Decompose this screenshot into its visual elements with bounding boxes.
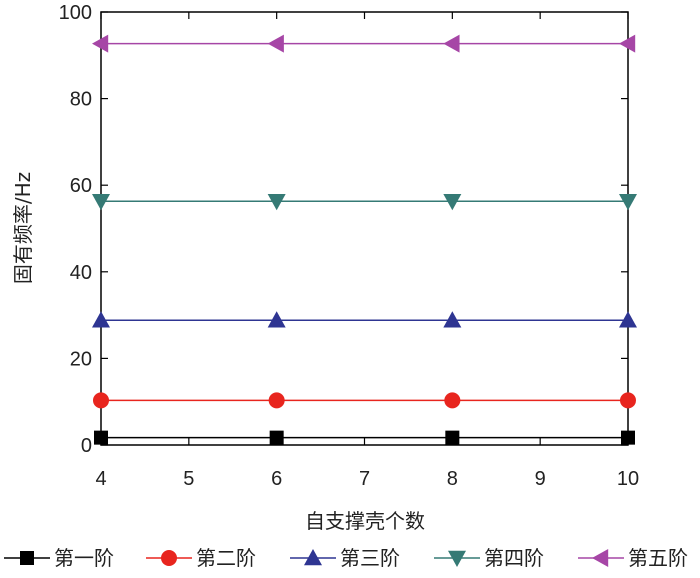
- y-tick-label: 100: [59, 2, 92, 24]
- y-tick-label: 40: [70, 262, 92, 284]
- x-tick-label: 7: [359, 468, 370, 490]
- data-point-3: [443, 311, 462, 328]
- data-point-2: [93, 392, 109, 409]
- y-tick-label: 60: [70, 175, 92, 197]
- legend-label-5: 第五阶: [628, 546, 688, 570]
- plot-frame: [100, 11, 629, 446]
- data-point-3: [92, 311, 110, 328]
- data-point-4: [267, 194, 286, 211]
- x-tick-label: 10: [617, 468, 639, 490]
- data-point-2: [268, 392, 285, 409]
- y-tick-label: 80: [70, 89, 92, 111]
- legend-label-4: 第四阶: [484, 546, 544, 570]
- data-point-2: [444, 392, 461, 409]
- x-tick-label: 6: [271, 468, 282, 490]
- data-point-5: [267, 34, 284, 53]
- data-point-5: [619, 34, 636, 53]
- legend-label-3: 第三阶: [340, 546, 400, 570]
- legend-marker-4: [448, 550, 466, 567]
- x-tick-label: 9: [535, 468, 546, 490]
- legend-marker-2: [161, 550, 177, 566]
- data-point-5: [92, 34, 109, 53]
- y-axis-title: 固有频率/Hz: [11, 172, 35, 284]
- legend-label-2: 第二阶: [196, 546, 256, 570]
- data-point-1: [269, 430, 284, 445]
- y-tick-label: 20: [70, 348, 92, 370]
- y-tick-label: 0: [81, 435, 92, 457]
- data-point-1: [621, 430, 635, 445]
- legend-marker-5: [592, 549, 609, 567]
- data-point-1: [94, 430, 108, 445]
- data-point-2: [620, 392, 636, 409]
- data-point-4: [619, 194, 637, 211]
- data-point-3: [267, 311, 286, 328]
- data-point-4: [92, 194, 110, 211]
- data-point-1: [445, 430, 460, 445]
- x-tick-label: 5: [183, 468, 194, 490]
- legend-label-1: 第一阶: [54, 546, 114, 570]
- data-point-3: [619, 311, 637, 328]
- x-axis-title: 自支撑壳个数: [305, 509, 425, 533]
- x-tick-label: 4: [95, 468, 106, 490]
- data-point-4: [443, 194, 462, 211]
- x-tick-label: 8: [447, 468, 458, 490]
- legend-marker-3: [304, 549, 322, 566]
- legend-marker-1: [20, 551, 34, 565]
- data-point-5: [443, 34, 460, 53]
